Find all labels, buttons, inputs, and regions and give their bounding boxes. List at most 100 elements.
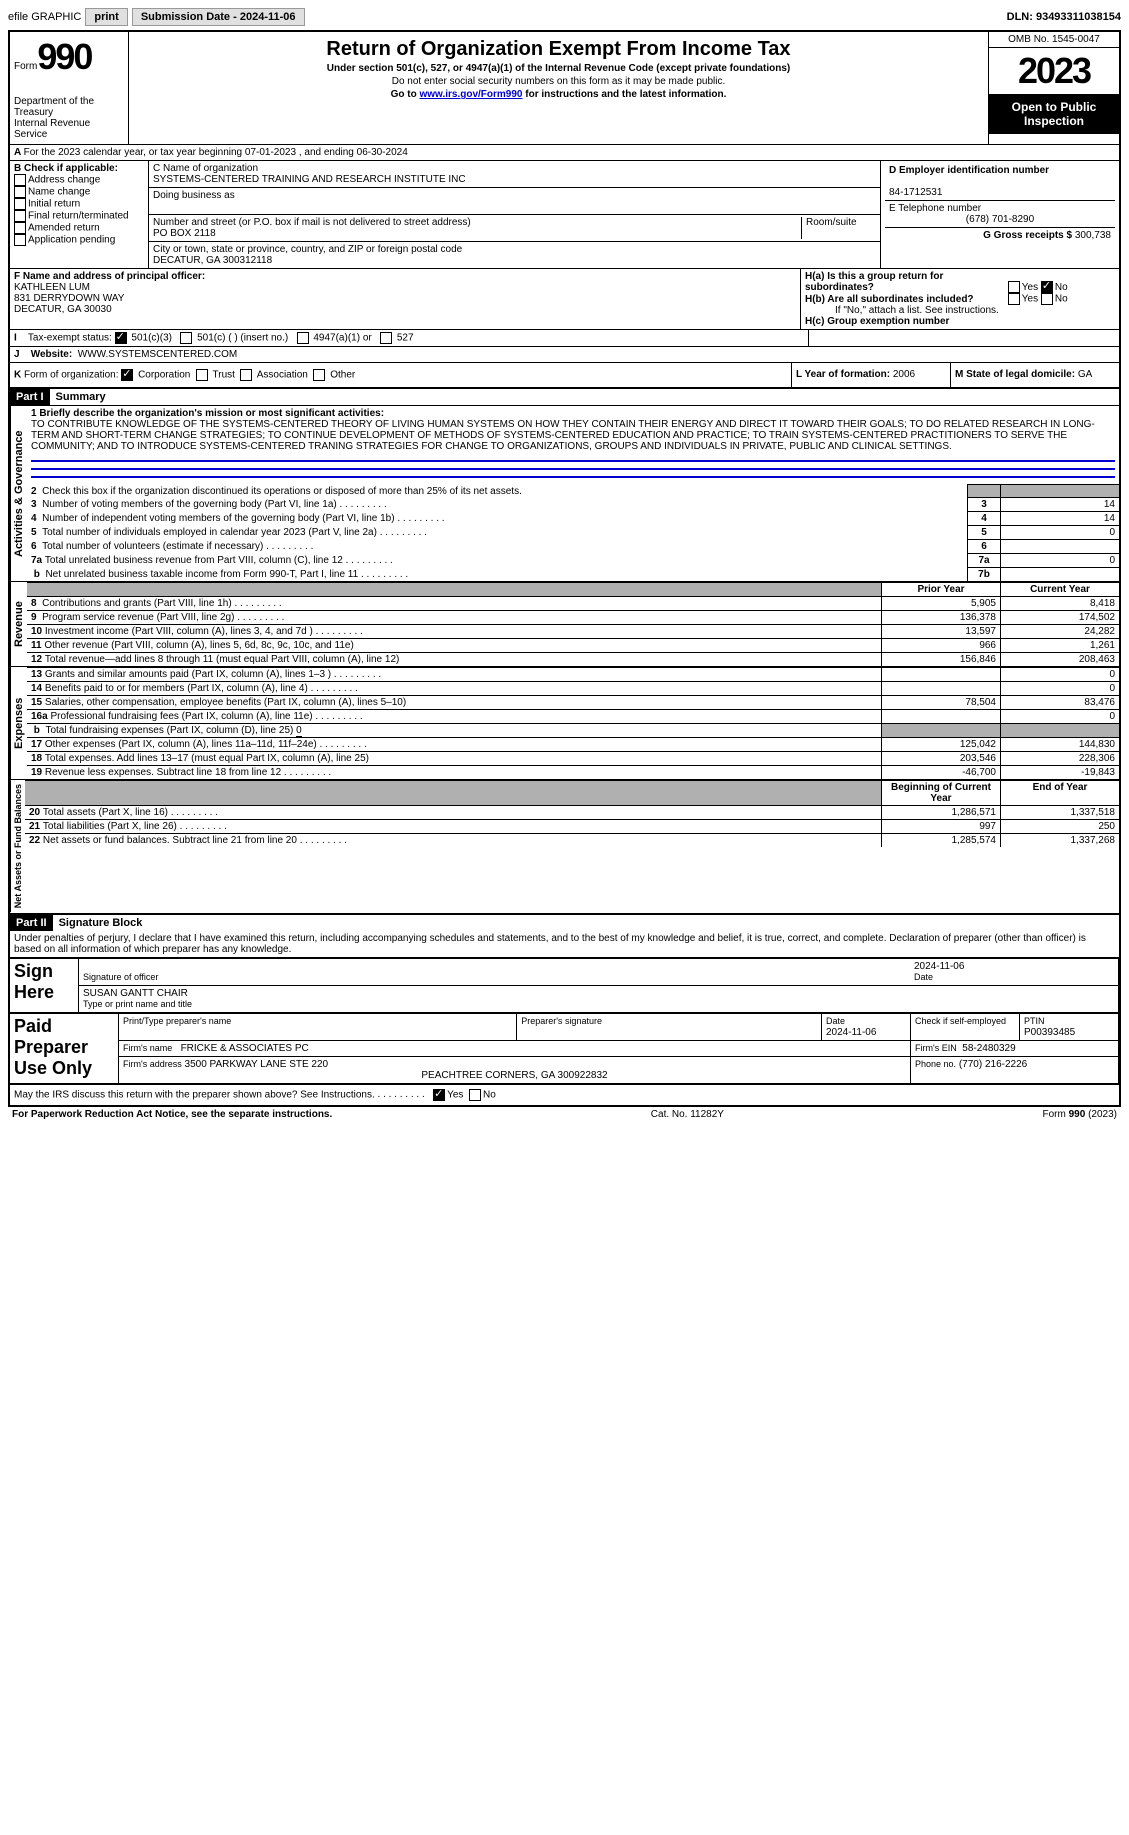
chk-name-change[interactable] (14, 186, 26, 198)
firm-name: FRICKE & ASSOCIATES PC (181, 1043, 309, 1054)
chk-527[interactable] (380, 332, 392, 344)
part1-title: Summary (50, 389, 112, 405)
ha-label: H(a) Is this a group return for subordin… (805, 271, 1005, 293)
sign-here-label: Sign Here (10, 958, 79, 1012)
hb-label: H(b) Are all subordinates included? (805, 294, 1005, 305)
gross-receipts-label: G Gross receipts $ (983, 230, 1072, 241)
box-l: L Year of formation: 2006 (792, 363, 951, 387)
revenue-label: Revenue (10, 582, 27, 666)
mission-section: 1 Briefly describe the organization's mi… (27, 406, 1119, 454)
form-container: Form990 Department of the Treasury Inter… (8, 30, 1121, 1107)
irs-label: Internal Revenue Service (14, 118, 124, 140)
ein-value: 84-1712531 (889, 187, 942, 198)
chk-final-return[interactable] (14, 210, 26, 222)
header-right: OMB No. 1545-0047 2023 Open to Public In… (988, 32, 1119, 144)
footer-right: Form 990 (2023) (1043, 1109, 1117, 1120)
part1-header: Part I (10, 389, 50, 405)
chk-corp[interactable] (121, 369, 133, 381)
chk-trust[interactable] (196, 369, 208, 381)
activities-governance-label: Activities & Governance (10, 406, 27, 581)
declaration-text: Under penalties of perjury, I declare th… (10, 931, 1119, 958)
header-left: Form990 Department of the Treasury Inter… (10, 32, 129, 144)
prior-year-hdr: Prior Year (917, 584, 964, 595)
current-year-hdr: Current Year (1030, 584, 1090, 595)
phone-label: E Telephone number (889, 203, 981, 214)
omb-number: OMB No. 1545-0047 (989, 32, 1119, 48)
row-a: A For the 2023 calendar year, or tax yea… (10, 145, 1119, 161)
blue-line (31, 460, 1115, 462)
website-label: Website: (31, 349, 73, 360)
chk-address-change[interactable] (14, 174, 26, 186)
officer-type-name: SUSAN GANTT CHAIR (83, 988, 188, 999)
header-mid: Return of Organization Exempt From Incom… (129, 32, 988, 144)
chk-hb-yes[interactable] (1008, 293, 1020, 305)
box-d-e-g: D Employer identification number84-17125… (881, 161, 1119, 268)
footer-mid: Cat. No. 11282Y (651, 1109, 724, 1120)
irs-link[interactable]: www.irs.gov/Form990 (419, 89, 522, 100)
line7a-val: 0 (1001, 554, 1120, 568)
box-c: C Name of organizationSYSTEMS-CENTERED T… (149, 161, 881, 268)
box-i: I Tax-exempt status: 501(c)(3) 501(c) ( … (10, 330, 809, 346)
city-label: City or town, state or province, country… (153, 244, 462, 255)
website-value: WWW.SYSTEMSCENTERED.COM (78, 349, 237, 360)
box-b: B Check if applicable: Address change Na… (10, 161, 149, 268)
officer-city: DECATUR, GA 30030 (14, 304, 112, 315)
paid-preparer-label: Paid Preparer Use Only (10, 1013, 119, 1083)
year-formation: 2006 (893, 369, 915, 380)
line4-val: 14 (1001, 512, 1120, 526)
dept-label: Department of the Treasury (14, 96, 124, 118)
line6-val (1001, 540, 1120, 554)
line5-val: 0 (1001, 526, 1120, 540)
chk-501c[interactable] (180, 332, 192, 344)
chk-ha-no[interactable] (1041, 281, 1053, 293)
beginning-year-hdr: Beginning of Current Year (891, 782, 991, 804)
box-h: H(a) Is this a group return for subordin… (801, 269, 1119, 329)
expenses-label: Expenses (10, 667, 27, 779)
print-button[interactable]: print (85, 8, 127, 26)
hb-note: If "No," attach a list. See instructions… (805, 305, 1115, 316)
form-word: Form (14, 61, 37, 72)
blue-line (31, 468, 1115, 470)
chk-ha-yes[interactable] (1008, 281, 1020, 293)
box-f: F Name and address of principal officer:… (10, 269, 801, 329)
tax-status-label: Tax-exempt status: (28, 333, 112, 344)
line3-val: 14 (1001, 498, 1120, 512)
open-to-public: Open to Public Inspection (989, 94, 1119, 134)
top-bar: efile GRAPHIC print Submission Date - 20… (8, 8, 1121, 26)
prep-date: 2024-11-06 (826, 1027, 876, 1038)
org-name: SYSTEMS-CENTERED TRAINING AND RESEARCH I… (153, 174, 466, 185)
subtitle-1: Under section 501(c), 527, or 4947(a)(1)… (133, 63, 984, 74)
subtitle-2: Do not enter social security numbers on … (133, 76, 984, 87)
chk-assoc[interactable] (240, 369, 252, 381)
may-irs-row: May the IRS discuss this return with the… (10, 1084, 1119, 1105)
chk-may-irs-no[interactable] (469, 1089, 481, 1101)
firm-addr2: PEACHTREE CORNERS, GA 300922832 (123, 1070, 906, 1081)
tax-year: 2023 (989, 48, 1119, 94)
state-domicile: GA (1078, 369, 1092, 380)
form-number: 990 (37, 36, 91, 78)
officer-name: KATHLEEN LUM (14, 282, 90, 293)
submission-date-button[interactable]: Submission Date - 2024-11-06 (132, 8, 305, 26)
gross-receipts-value: 300,738 (1075, 230, 1111, 241)
firm-phone: (770) 216-2226 (959, 1059, 1027, 1070)
chk-pending[interactable] (14, 234, 26, 246)
part2-title: Signature Block (53, 915, 149, 931)
part2-header: Part II (10, 915, 53, 931)
chk-may-irs-yes[interactable] (433, 1089, 445, 1101)
addr-value: PO BOX 2118 (153, 228, 216, 239)
hc-label: H(c) Group exemption number (805, 316, 949, 327)
chk-hb-no[interactable] (1041, 293, 1053, 305)
sign-date: 2024-11-06 (914, 961, 964, 972)
chk-amended[interactable] (14, 222, 26, 234)
chk-other[interactable] (313, 369, 325, 381)
box-b-header: B Check if applicable: (14, 163, 118, 174)
chk-501c3[interactable] (115, 332, 127, 344)
footer-left: For Paperwork Reduction Act Notice, see … (12, 1109, 332, 1120)
mission-text: TO CONTRIBUTE KNOWLEDGE OF THE SYSTEMS-C… (31, 419, 1095, 452)
form-title: Return of Organization Exempt From Incom… (133, 38, 984, 61)
box-k: K Form of organization: Corporation Trus… (10, 363, 792, 387)
room-label: Room/suite (806, 217, 857, 228)
mission-label: 1 Briefly describe the organization's mi… (31, 408, 384, 419)
chk-initial-return[interactable] (14, 198, 26, 210)
chk-4947[interactable] (297, 332, 309, 344)
